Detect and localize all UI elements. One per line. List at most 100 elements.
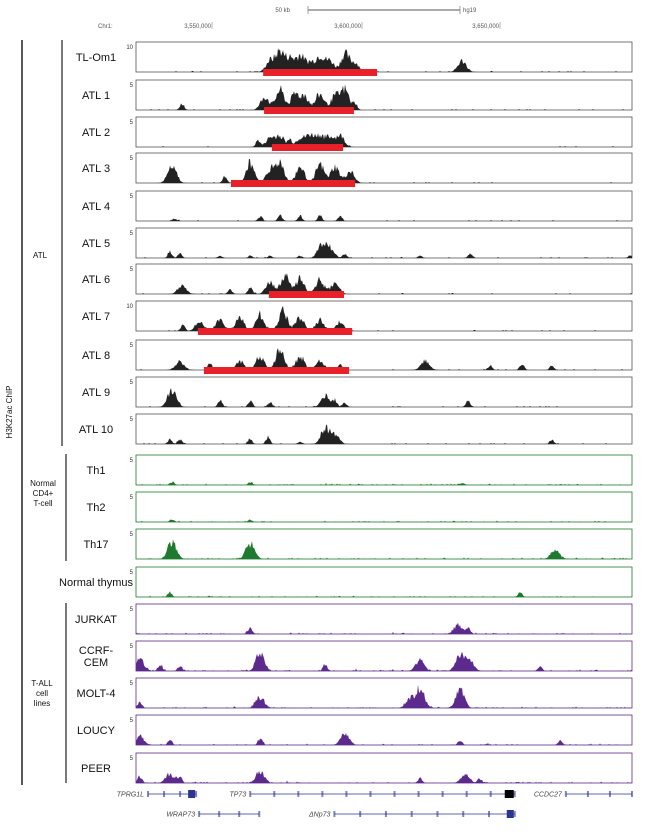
track-label: TL-Om1	[76, 52, 116, 64]
track-frame	[135, 190, 633, 222]
signal-area	[136, 214, 632, 221]
track-atl-1: 5 ATL 1	[82, 79, 633, 114]
track-frame	[135, 491, 633, 523]
group-label-cd4: Normal	[30, 479, 56, 488]
gene-exon	[179, 791, 182, 797]
gene-exon	[513, 811, 516, 817]
gene-exon	[321, 791, 324, 797]
gene-annotation-track: TPRG1L TP73 CCDC27 WRAP73 ΔNp73	[117, 790, 633, 819]
gene-exon	[345, 791, 348, 797]
gene-label: ΔNp73	[308, 812, 331, 819]
track-tl-om1: 10 TL-Om1	[76, 41, 633, 76]
track-frame	[135, 339, 633, 371]
super-enhancer-region	[263, 69, 378, 76]
gene-exon	[436, 811, 439, 817]
track-th2: 5 Th2	[87, 491, 633, 523]
track-atl-5: 5 ATL 5	[82, 227, 633, 259]
gene-exon	[487, 811, 490, 817]
gene-exon	[273, 791, 276, 797]
track-label: Th1	[87, 465, 106, 477]
signal-area	[136, 132, 632, 147]
signal-area	[136, 733, 632, 745]
signal-area	[136, 305, 632, 331]
tracks: 10 TL-Om1 5 ATL 1 5 ATL 2 5 ATL 3 5 ATL 4 5 ATL 5 5 A…	[59, 41, 633, 784]
track-scale: 5	[130, 718, 134, 724]
track-label: CCRF-	[79, 645, 114, 657]
y-axis-label: H3K27ac ChIP	[5, 386, 14, 439]
track-frame	[135, 41, 633, 73]
track-frame	[135, 603, 633, 635]
track-frame	[135, 640, 633, 672]
track-label: ATL 8	[82, 350, 110, 362]
track-scale: 5	[130, 194, 134, 200]
group-label-cd4: T-cell	[33, 499, 52, 508]
gene-label: TP73	[229, 792, 246, 799]
track-scale: 5	[130, 267, 134, 273]
track-label: ATL 1	[82, 90, 110, 102]
genome-build: hg19	[463, 8, 477, 14]
signal-area	[136, 684, 632, 708]
tick-label: 3,600,000	[334, 24, 361, 30]
gene-exon	[163, 791, 166, 797]
gene-label: WRAP73	[166, 812, 195, 819]
track-label: JURKAT	[75, 614, 117, 626]
gene-exon	[513, 791, 516, 797]
genome-header: 50 kb hg19 Chr1: 3,550,000 3,600,000 3,6…	[98, 6, 501, 30]
track-th17: 5 Th17	[83, 528, 633, 560]
signal-area	[136, 348, 632, 370]
gene-exon	[198, 811, 201, 817]
track-frame	[135, 413, 633, 445]
gene-exon	[506, 810, 514, 818]
super-enhancer-region	[268, 291, 345, 298]
gene-exon	[564, 791, 567, 797]
signal-area	[136, 519, 632, 522]
gene-exon	[384, 811, 387, 817]
gene-tp73: TP73	[229, 790, 516, 799]
track-frame	[135, 227, 633, 259]
super-enhancer-region	[264, 107, 354, 114]
gene-exon	[238, 811, 241, 817]
track-atl-9: 5 ATL 9	[82, 376, 633, 408]
gene-δnp73: ΔNp73	[308, 810, 516, 819]
group-label-tall: cell	[36, 689, 48, 698]
track-scale: 5	[130, 120, 134, 126]
track-label: CEM	[84, 657, 108, 669]
track-atl-2: 5 ATL 2	[82, 116, 633, 151]
track-atl-10: 5 ATL 10	[79, 413, 633, 445]
track-label: ATL 6	[82, 274, 110, 286]
track-loucy: 5 LOUCY	[77, 714, 633, 746]
track-ccrf-cem: 5 CCRF-CEM	[79, 640, 633, 672]
signal-area	[136, 273, 632, 294]
gene-exon	[393, 791, 396, 797]
gene-label: CCDC27	[534, 792, 563, 799]
gene-exon	[297, 791, 300, 797]
scale-bar-label: 50 kb	[275, 8, 290, 14]
super-enhancer-region	[203, 367, 350, 374]
track-frame	[135, 263, 633, 295]
signal-area	[136, 770, 632, 783]
tick-label: 3,650,000	[472, 24, 499, 30]
track-label: ATL 2	[82, 127, 110, 139]
gene-exon	[249, 791, 252, 797]
track-frame	[135, 677, 633, 709]
track-label: ATL 5	[82, 238, 110, 250]
gene-exon	[359, 811, 362, 817]
track-scale: 5	[130, 681, 134, 687]
gene-exon	[218, 811, 221, 817]
gene-exon	[369, 791, 372, 797]
track-scale: 5	[130, 458, 134, 464]
gene-exon	[188, 790, 196, 798]
super-enhancer-region	[271, 144, 344, 151]
track-scale: 5	[130, 343, 134, 349]
track-th1: 5 Th1	[87, 454, 633, 486]
gene-exon	[489, 791, 492, 797]
track-atl-7: 10 ATL 7	[82, 300, 633, 335]
gene-exon	[462, 811, 465, 817]
track-scale: 5	[130, 417, 134, 423]
gene-exon	[410, 811, 413, 817]
track-atl-4: 5 ATL 4	[82, 190, 633, 222]
track-jurkat: 5 JURKAT	[75, 603, 633, 635]
track-label: PEER	[81, 763, 111, 775]
gene-exon	[441, 791, 444, 797]
